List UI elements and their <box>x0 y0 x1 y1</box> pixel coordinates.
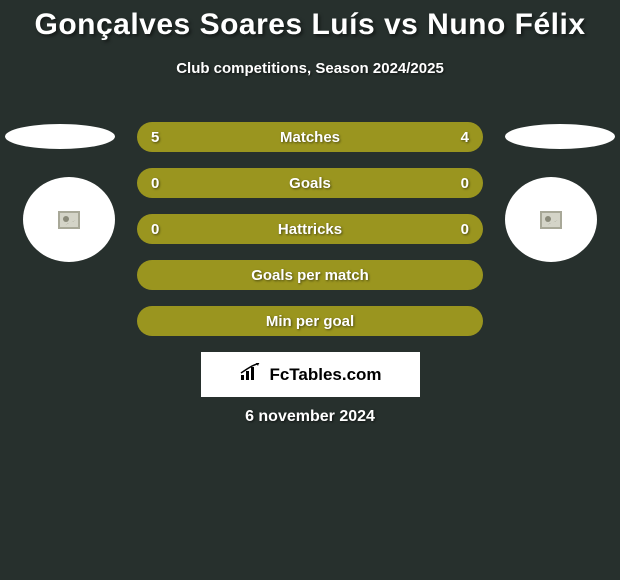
stat-right-value: 0 <box>449 175 469 192</box>
stat-right-value: 4 <box>449 129 469 146</box>
stat-right-value: 0 <box>449 221 469 238</box>
date-text: 6 november 2024 <box>0 408 620 426</box>
placeholder-icon <box>58 211 80 229</box>
stat-left-value: 0 <box>151 221 171 238</box>
placeholder-icon <box>540 211 562 229</box>
stat-row-hattricks: 0 Hattricks 0 <box>137 214 483 244</box>
player-left-avatar <box>23 177 115 262</box>
stat-label: Goals per match <box>251 267 369 284</box>
stats-container: 5 Matches 4 0 Goals 0 0 Hattricks 0 Goal… <box>137 122 483 352</box>
chart-icon <box>239 363 263 386</box>
stat-label: Matches <box>280 129 340 146</box>
player-right-avatar <box>505 177 597 262</box>
stat-row-min-per-goal: Min per goal <box>137 306 483 336</box>
stat-left-value: 0 <box>151 175 171 192</box>
logo-box: FcTables.com <box>201 352 420 397</box>
stat-label: Goals <box>289 175 331 192</box>
player-left-shadow <box>5 124 115 149</box>
stat-left-value: 5 <box>151 129 171 146</box>
logo-text: FcTables.com <box>269 365 381 385</box>
stat-row-goals-per-match: Goals per match <box>137 260 483 290</box>
stat-label: Min per goal <box>266 313 354 330</box>
stat-row-goals: 0 Goals 0 <box>137 168 483 198</box>
page-title: Gonçalves Soares Luís vs Nuno Félix <box>0 0 620 42</box>
subtitle: Club competitions, Season 2024/2025 <box>0 60 620 77</box>
player-right-shadow <box>505 124 615 149</box>
stat-row-matches: 5 Matches 4 <box>137 122 483 152</box>
stat-label: Hattricks <box>278 221 342 238</box>
